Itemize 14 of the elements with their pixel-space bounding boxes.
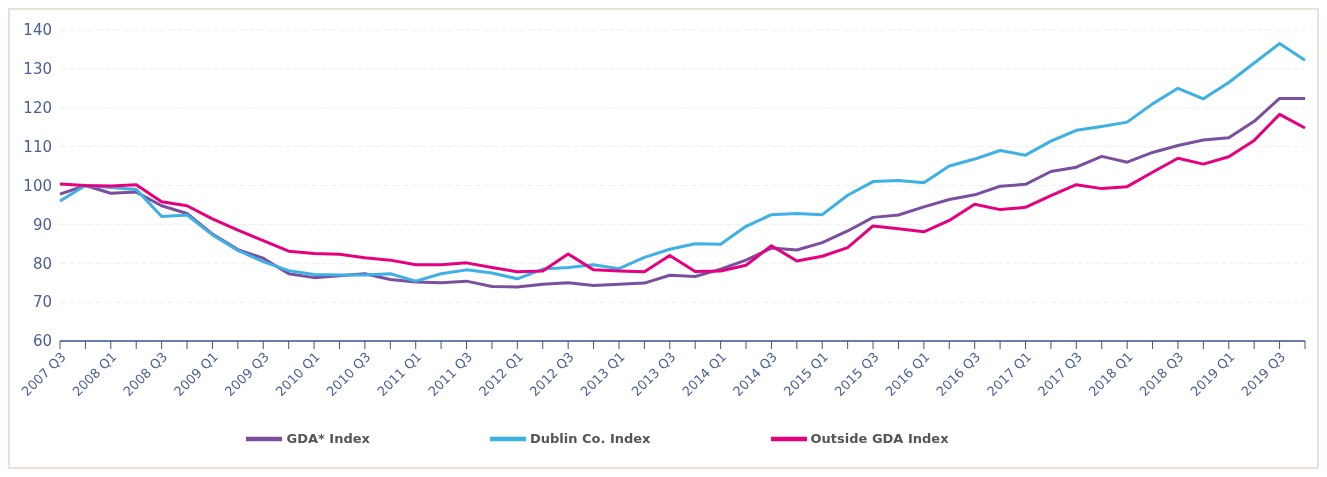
line-series (58, 42, 1307, 283)
legend-label: Dublin Co. Index (529, 430, 651, 446)
y-tick-label: 140 (23, 21, 52, 40)
legend-label: GDA* Index (286, 430, 370, 446)
y-tick-label: 90 (32, 215, 52, 234)
legend-label: Outside GDA Index (810, 430, 949, 446)
y-tick-label: 100 (23, 176, 52, 195)
y-tick-label: 110 (23, 137, 52, 156)
y-tick-label: 130 (23, 60, 52, 79)
y-tick-label: 70 (32, 293, 52, 312)
line-series (58, 112, 1307, 274)
y-tick-label: 60 (32, 332, 52, 351)
y-tick-label: 80 (32, 254, 52, 273)
y-tick-label: 120 (23, 99, 52, 118)
